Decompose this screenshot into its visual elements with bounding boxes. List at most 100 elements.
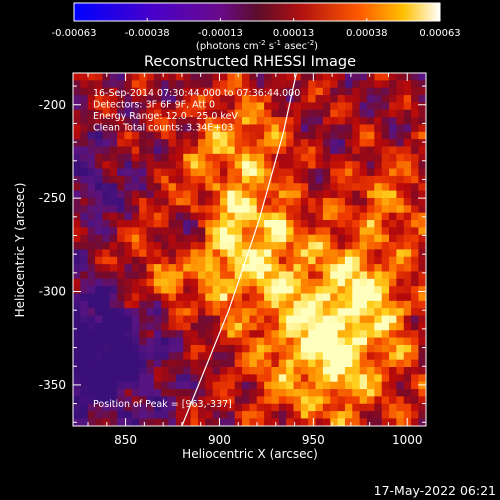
heatmap-cell — [359, 256, 368, 265]
heatmap-cell — [411, 359, 419, 368]
heatmap-cell — [249, 300, 258, 309]
heatmap-cell — [271, 359, 280, 368]
heatmap-cell — [381, 190, 390, 199]
heatmap-cell — [124, 205, 133, 214]
heatmap-cell — [374, 161, 383, 169]
heatmap-cell — [220, 234, 228, 243]
heatmap-cell — [256, 95, 265, 103]
heatmap-cell — [322, 73, 331, 81]
heatmap-cell — [389, 256, 397, 265]
heatmap-cell — [124, 256, 133, 265]
heatmap-cell — [183, 264, 191, 272]
heatmap-cell — [183, 330, 191, 338]
heatmap-cell — [234, 271, 243, 280]
heatmap-cell — [411, 396, 419, 405]
heatmap-cell — [293, 234, 302, 243]
heatmap-cell — [220, 264, 228, 272]
heatmap-cell — [124, 131, 133, 140]
heatmap-cell — [124, 109, 133, 118]
heatmap-cell — [249, 168, 258, 177]
heatmap-cell — [264, 425, 272, 426]
heatmap-cell — [146, 293, 155, 302]
heatmap-cell — [175, 197, 184, 206]
heatmap-cell — [117, 161, 125, 169]
heatmap-cell — [293, 418, 302, 426]
heatmap-cell — [153, 396, 162, 405]
heatmap-cell — [175, 131, 184, 140]
heatmap-cell — [205, 374, 214, 383]
heatmap-cell — [367, 205, 375, 214]
heatmap-cell — [367, 293, 375, 302]
heatmap-cell — [352, 374, 361, 383]
heatmap-cell — [205, 161, 214, 169]
heatmap-cell — [175, 315, 184, 324]
heatmap-cell — [374, 87, 383, 96]
y-tick-label: -300 — [39, 285, 66, 299]
heatmap-cell — [330, 87, 338, 96]
heatmap-cell — [264, 403, 272, 412]
heatmap-cell — [389, 344, 397, 353]
heatmap-cell — [139, 286, 147, 294]
heatmap-cell — [278, 293, 287, 302]
heatmap-cell — [374, 315, 383, 324]
heatmap-cell — [242, 300, 250, 309]
heatmap-cell — [190, 256, 199, 265]
heatmap-cell — [381, 344, 390, 353]
heatmap-cell — [300, 411, 309, 419]
heatmap-cell — [315, 227, 324, 236]
heatmap-cell — [271, 389, 280, 397]
heatmap-cell — [227, 87, 236, 96]
heatmap-cell — [220, 344, 228, 353]
heatmap-cell — [212, 227, 221, 236]
heatmap-cell — [344, 153, 353, 162]
heatmap-cell — [168, 300, 177, 309]
heatmap-cell — [117, 131, 125, 140]
heatmap-cell — [249, 403, 258, 412]
heatmap-cell — [175, 242, 184, 250]
heatmap-cell — [256, 403, 265, 412]
heatmap-cell — [153, 367, 162, 375]
heatmap-cell — [264, 117, 272, 125]
heatmap-cell — [242, 197, 250, 206]
axis-ticks: 850 900 950 1000-200-250-300-350 — [39, 73, 426, 447]
heatmap-cell — [308, 308, 316, 316]
heatmap-cell — [359, 300, 368, 309]
heatmap-cell — [381, 293, 390, 302]
heatmap-cell — [367, 286, 375, 294]
heatmap-cell — [227, 242, 236, 250]
heatmap-cell — [352, 95, 361, 103]
heatmap-cell — [367, 73, 375, 81]
heatmap-cell — [131, 418, 140, 426]
heatmap-cell — [264, 197, 272, 206]
heatmap-cell — [425, 161, 426, 169]
heatmap-cell — [205, 234, 214, 243]
heatmap-cell — [131, 374, 140, 383]
heatmap-cell — [197, 109, 206, 118]
heatmap-cell — [300, 374, 309, 383]
heatmap-cell — [131, 87, 140, 96]
heatmap-cell — [315, 300, 324, 309]
heatmap-cell — [168, 234, 177, 243]
heatmap-cell — [315, 197, 324, 206]
heatmap-cell — [117, 197, 125, 206]
heatmap-cell — [337, 87, 346, 96]
heatmap-cell — [249, 117, 258, 125]
heatmap-cell — [381, 227, 390, 236]
heatmap-cell — [330, 337, 338, 346]
heatmap-cell — [352, 256, 361, 265]
heatmap-cell — [293, 168, 302, 177]
heatmap-cell — [300, 95, 309, 103]
heatmap-cell — [344, 425, 353, 426]
heatmap-cell — [367, 271, 375, 280]
heatmap-cell — [337, 168, 346, 177]
heatmap-cell — [175, 367, 184, 375]
heatmap-cell — [367, 344, 375, 353]
heatmap-cell — [330, 352, 338, 361]
heatmap-cell — [322, 234, 331, 243]
heatmap-cell — [227, 249, 236, 258]
heatmap-cell — [425, 87, 426, 96]
heatmap-cell — [418, 271, 426, 280]
heatmap-cell — [102, 146, 111, 155]
heatmap-cell — [367, 367, 375, 375]
heatmap-cell — [352, 131, 361, 140]
